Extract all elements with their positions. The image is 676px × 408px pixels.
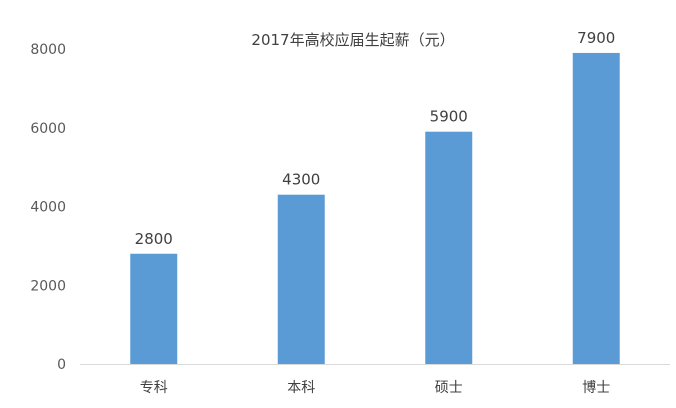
x-category-label: 本科 bbox=[287, 380, 315, 396]
x-category-label: 博士 bbox=[582, 379, 610, 396]
bar-4 bbox=[572, 52, 620, 364]
x-category-label: 专科 bbox=[140, 380, 168, 396]
data-label: 5900 bbox=[430, 108, 468, 126]
bar-1 bbox=[130, 253, 178, 364]
data-labels: 2800 4300 5900 7900 bbox=[135, 29, 616, 248]
y-tick-label: 2000 bbox=[30, 278, 66, 294]
y-tick-label: 4000 bbox=[30, 200, 66, 216]
x-category-label: 硕士 bbox=[435, 380, 463, 396]
data-label: 4300 bbox=[282, 171, 320, 189]
y-tick-label: 8000 bbox=[30, 42, 66, 58]
y-tick-label: 6000 bbox=[30, 121, 66, 137]
x-axis-categories: 专科 本科 硕士 博士 bbox=[140, 379, 611, 396]
bars bbox=[130, 52, 620, 364]
data-label: 2800 bbox=[135, 230, 173, 248]
data-label: 7900 bbox=[577, 29, 615, 47]
bar-2 bbox=[277, 194, 325, 364]
y-axis-ticks: 0 2000 4000 6000 8000 bbox=[30, 42, 66, 373]
bar-3 bbox=[425, 131, 473, 364]
y-tick-label: 0 bbox=[57, 357, 66, 373]
chart-title: 2017年高校应届生起薪（元） bbox=[251, 31, 454, 49]
